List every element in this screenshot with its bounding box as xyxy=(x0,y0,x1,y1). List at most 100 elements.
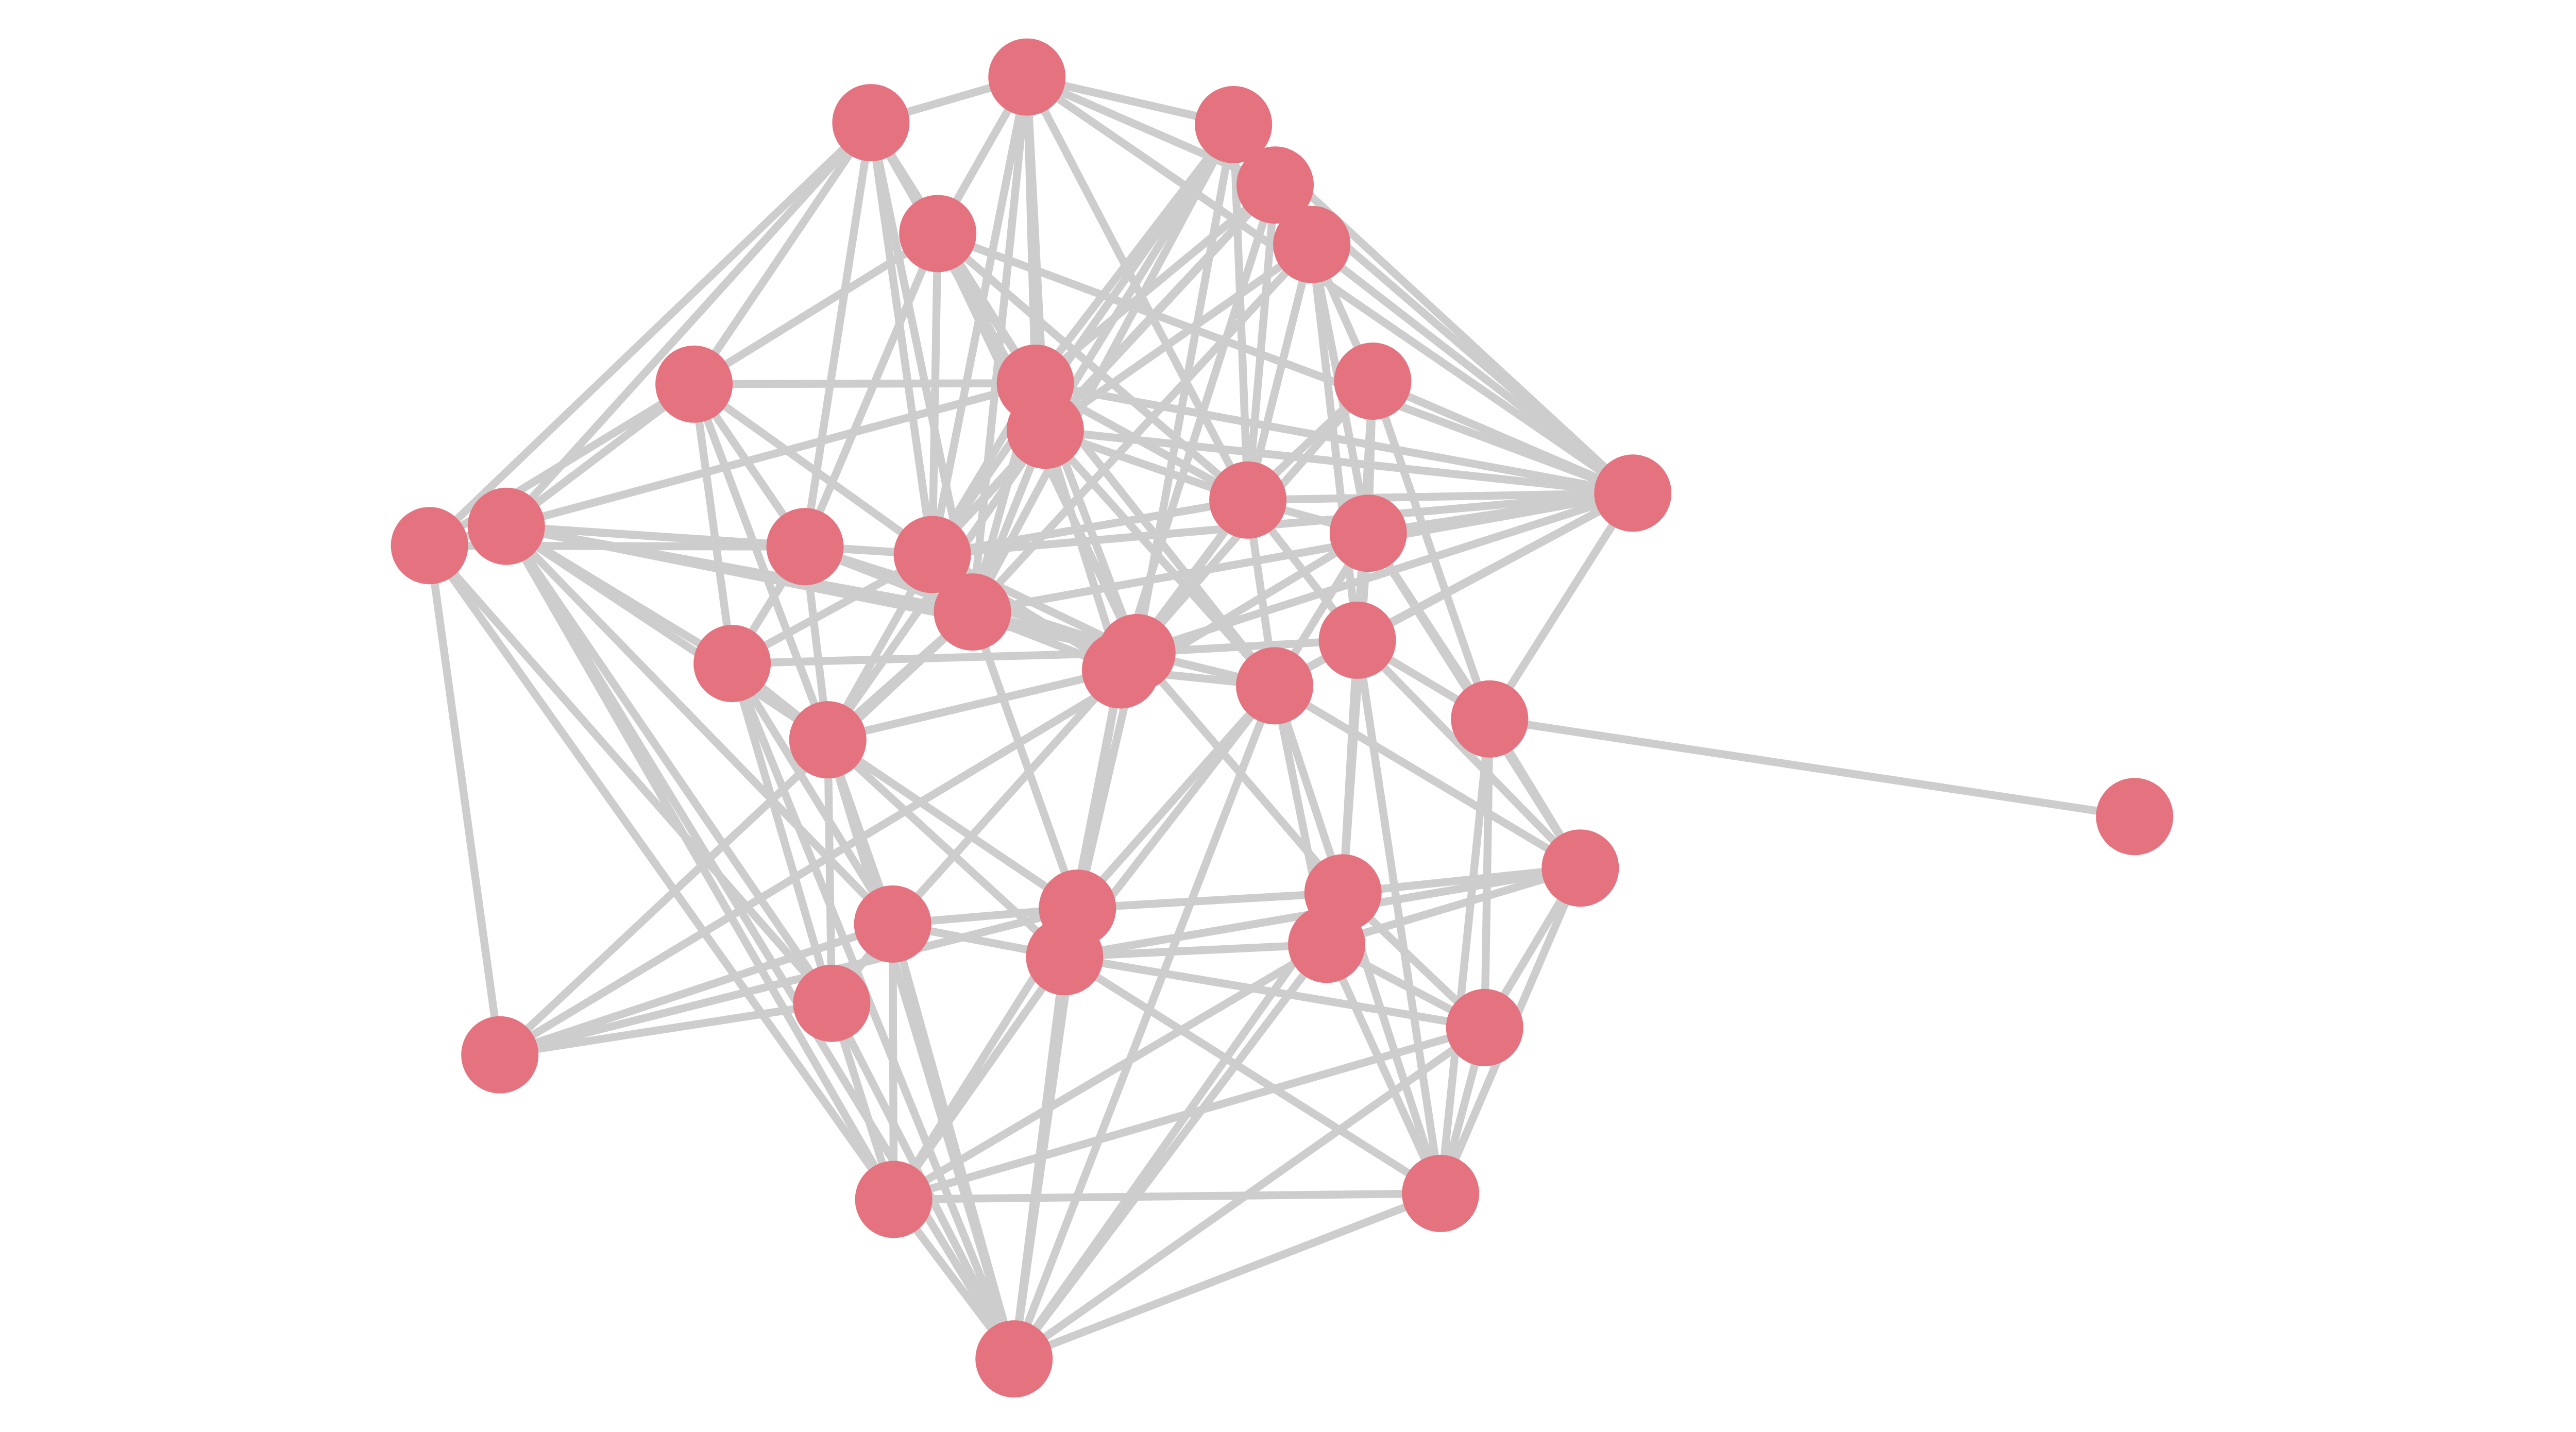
graph-node xyxy=(1082,631,1159,709)
graph-edge xyxy=(801,232,942,549)
graph-node xyxy=(854,885,931,963)
nodes-layer xyxy=(391,38,2174,1398)
graph-node xyxy=(793,964,871,1042)
graph-edge xyxy=(1339,640,1362,893)
graph-edge xyxy=(426,543,897,1202)
graph-edge xyxy=(1309,241,1635,497)
graph-edge xyxy=(889,667,1124,927)
graph-edge xyxy=(1371,377,1635,497)
graph-edge xyxy=(889,924,898,1200)
graph-edge xyxy=(1486,491,1636,721)
graph-edge xyxy=(1116,183,1279,671)
graph-node xyxy=(1195,86,1273,163)
graph-edge xyxy=(498,530,1370,1059)
graph-edge xyxy=(690,383,736,664)
graph-edge xyxy=(1032,182,1278,386)
graph-node xyxy=(975,1320,1053,1398)
graph-edge xyxy=(690,120,874,387)
graph-node xyxy=(934,573,1011,651)
graph-edge xyxy=(692,230,940,388)
graph-edge xyxy=(499,904,1079,1059)
graph-edge xyxy=(1273,682,1583,872)
graph-node xyxy=(467,487,545,565)
graph-node xyxy=(899,195,977,272)
graph-edge xyxy=(1062,953,1443,1197)
graph-edge xyxy=(1489,715,2136,821)
graph-edge xyxy=(1077,889,1344,912)
graph-edge xyxy=(824,740,836,1003)
graph-edge xyxy=(893,1189,1441,1204)
graph-edge xyxy=(1023,75,1251,502)
graph-edge xyxy=(1323,943,1445,1196)
graph-edge xyxy=(732,649,1137,668)
graph-edge xyxy=(1035,379,1634,497)
graph-edge xyxy=(931,496,1249,559)
graph-node xyxy=(1334,343,1412,420)
graph-edge xyxy=(890,954,1068,1202)
graph-node xyxy=(1451,680,1529,758)
graph-edge xyxy=(892,1024,1486,1203)
graph-edge xyxy=(426,545,504,1055)
graph-edge xyxy=(503,524,1018,1361)
graph-edge xyxy=(499,999,833,1059)
graph-edge xyxy=(1308,244,1362,641)
graph-edge xyxy=(690,383,832,741)
graph-node xyxy=(391,507,468,585)
graph-edge xyxy=(969,242,1315,615)
graph-edge xyxy=(694,379,1036,388)
graph-node xyxy=(1288,906,1365,983)
graph-edge xyxy=(1011,942,1330,1361)
graph-edge xyxy=(1247,489,1633,504)
graph-edge xyxy=(1010,684,1279,1360)
graph-edge xyxy=(928,233,942,555)
graph-edge xyxy=(969,610,1081,910)
graph-edge xyxy=(691,381,935,558)
graph-edge xyxy=(426,543,835,1006)
graph-edge xyxy=(1436,718,1494,1194)
graph-edge xyxy=(935,230,1251,503)
graph-node xyxy=(832,84,910,162)
graph-node xyxy=(1209,461,1287,539)
graph-edge xyxy=(891,941,1329,1203)
graph-edge xyxy=(1244,184,1279,501)
graph-edge xyxy=(1481,719,1494,1028)
graph-node xyxy=(1446,988,1523,1066)
graph-node xyxy=(893,516,971,593)
graph-edge xyxy=(1353,639,1445,1195)
graph-node xyxy=(1026,918,1104,996)
graph-edge xyxy=(1045,426,1634,497)
graph-node xyxy=(1273,206,1351,283)
graph-node xyxy=(789,701,867,779)
graph-edge xyxy=(1325,864,1582,948)
graph-edge xyxy=(1012,1189,1442,1363)
graph-edge xyxy=(728,661,896,926)
graph-edge xyxy=(505,379,1037,531)
graph-node xyxy=(1594,454,1672,532)
graph-node xyxy=(1236,647,1314,725)
graph-node xyxy=(1541,829,1619,907)
graph-node xyxy=(766,508,844,586)
graph-edge xyxy=(427,120,874,549)
graph-edge xyxy=(1064,940,1327,961)
graph-node xyxy=(693,625,771,703)
graph-edge xyxy=(825,736,1080,912)
graph-edge xyxy=(889,923,1018,1360)
graph-edge xyxy=(826,666,1122,744)
graph-edge xyxy=(503,524,835,1006)
graph-edge xyxy=(1244,243,1316,501)
graph-node xyxy=(655,345,733,423)
graph-node xyxy=(1329,495,1407,572)
graph-node xyxy=(988,38,1066,116)
graph-edge xyxy=(1354,637,1583,871)
graph-edge xyxy=(1367,489,1634,537)
graph-edge xyxy=(504,523,830,743)
graph-edge xyxy=(867,122,937,555)
graph-node xyxy=(1236,146,1314,224)
graph-edge xyxy=(504,381,697,530)
graph-node xyxy=(1006,391,1084,469)
graph-edge xyxy=(931,489,1633,559)
graph-edge xyxy=(728,662,1018,1360)
graph-edge xyxy=(1043,241,1314,434)
